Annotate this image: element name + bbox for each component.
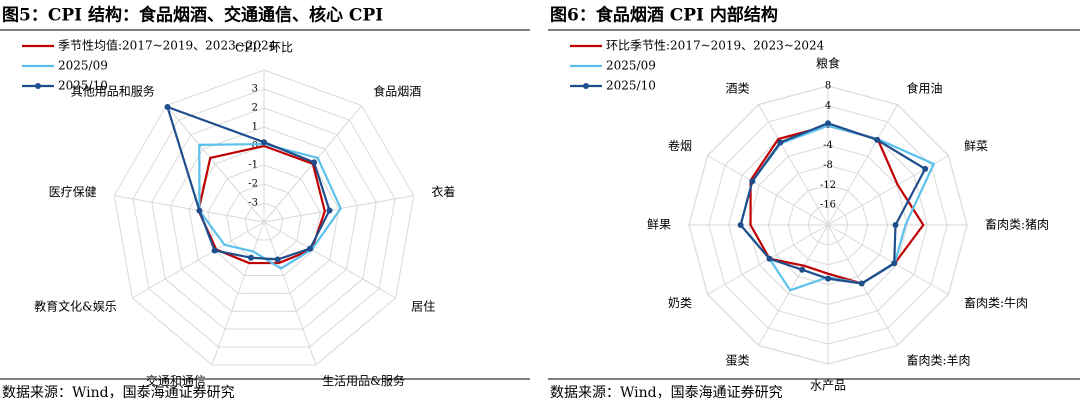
legend-label: 环比季节性:2017~2019、2023~2024 [606, 39, 825, 53]
r-tick-label: 2 [252, 103, 258, 114]
grid-ring [787, 184, 869, 266]
category-label: 酒类 [725, 82, 749, 96]
point-marker [211, 247, 218, 254]
point-marker [825, 275, 831, 282]
grid-ring-outer [113, 69, 415, 366]
grid-ring [132, 88, 396, 348]
grid-ring [244, 202, 284, 241]
r-tick-label: -1 [248, 160, 258, 171]
category-label: 其他用品和服务 [71, 83, 155, 98]
category-label: 医疗保健 [49, 185, 97, 199]
point-marker [307, 245, 314, 252]
grid-ring [807, 204, 849, 246]
spoke [758, 224, 829, 346]
category-label: 生活用品&服务 [322, 373, 405, 388]
legend-label: 2025/09 [58, 59, 108, 73]
category-label: 鲜菜 [964, 139, 988, 153]
point-marker [891, 260, 898, 267]
point-marker [825, 120, 831, 127]
grid-ring [188, 145, 340, 294]
chart-title: 图5：CPI 结构：食品烟酒、交通通信、核心 CPI [2, 5, 383, 26]
legend-label: 2025/10 [58, 79, 108, 93]
spoke [827, 155, 949, 226]
series-polygon [165, 105, 331, 261]
legend-label: 季节性均值:2017~2019、2023~2024 [58, 38, 277, 53]
source-note: 数据来源：Wind，国泰海通证券研究 [2, 385, 235, 401]
r-tick-label: 8 [825, 81, 831, 92]
category-label: 食用油 [907, 81, 943, 96]
grid-ring [688, 85, 968, 365]
point-marker [196, 207, 203, 214]
r-tick-label: -2 [248, 179, 258, 190]
r-tick-label: -3 [248, 198, 258, 209]
point-marker [858, 280, 865, 287]
category-label: 居住 [411, 300, 435, 314]
r-tick-label: -4 [823, 140, 833, 151]
point-marker [737, 222, 744, 228]
point-marker [326, 207, 333, 214]
category-label: 衣着 [431, 184, 455, 199]
grid-ring [151, 107, 377, 330]
r-tick-label: 1 [252, 122, 258, 133]
category-label: 畜肉类:牛肉 [964, 295, 1028, 310]
category-label: 交通和通信 [146, 373, 206, 388]
category-label: 奶类 [668, 296, 692, 310]
legend-marker [583, 83, 589, 89]
r-tick-label: -12 [820, 180, 836, 191]
series-polygon [197, 144, 326, 265]
grid-ring [728, 125, 928, 325]
spoke [758, 104, 829, 226]
category-label: 食品烟酒 [373, 83, 421, 98]
point-marker [892, 222, 899, 228]
point-marker [799, 266, 806, 273]
category-label: 教育文化&娱乐 [34, 299, 117, 314]
category-label: 卷烟 [668, 138, 692, 153]
source-note: 数据来源：Wind，国泰海通证券研究 [550, 385, 783, 401]
r-tick-label: 3 [252, 84, 258, 95]
legend-label: 2025/09 [606, 59, 656, 73]
r-tick-label: -8 [823, 160, 833, 171]
spoke [707, 155, 829, 226]
spoke [827, 224, 949, 295]
series-polygon [198, 142, 342, 270]
point-marker [311, 159, 318, 166]
category-label: CPI：环比 [235, 41, 293, 55]
category-label: 鲜果 [647, 218, 671, 232]
point-marker [777, 139, 784, 146]
point-marker [164, 104, 171, 111]
point-marker [261, 139, 267, 146]
r-tick-label: 4 [825, 100, 831, 111]
grid-ring [708, 105, 948, 345]
point-marker [922, 165, 929, 172]
spoke [827, 104, 898, 226]
point-marker [766, 255, 773, 262]
category-label: 粮食 [816, 56, 840, 71]
category-label: 蛋类 [725, 353, 749, 367]
grid-ring [207, 164, 321, 277]
chart-title: 图6：食品烟酒 CPI 内部结构 [550, 5, 778, 26]
r-tick-label: -16 [820, 200, 836, 211]
grid-ring [767, 164, 889, 286]
r-tick-label: 0 [252, 141, 258, 152]
grid-ring [169, 126, 359, 312]
point-marker [248, 254, 255, 261]
legend-marker [35, 83, 41, 89]
point-marker [874, 136, 881, 143]
category-label: 水产品 [810, 379, 846, 393]
point-marker [749, 178, 756, 185]
point-marker [274, 256, 281, 263]
category-label: 畜肉类:猪肉 [985, 217, 1049, 232]
legend-label: 2025/10 [606, 79, 656, 93]
category-label: 畜肉类:羊肉 [907, 352, 971, 367]
